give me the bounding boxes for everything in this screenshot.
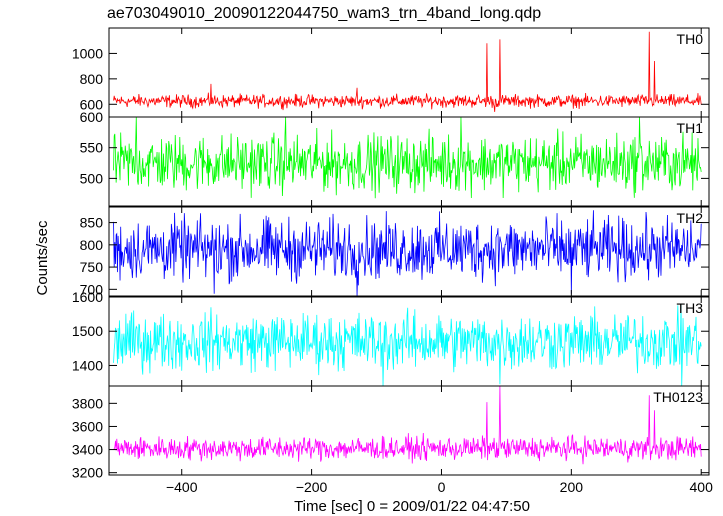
panel-frame (108, 385, 710, 476)
series-line-th2 (113, 210, 702, 296)
y-tick-label: 550 (80, 140, 104, 156)
y-tick-label: 1500 (72, 323, 103, 339)
y-tick-label: 500 (80, 170, 104, 186)
panel-label: TH1 (677, 120, 704, 136)
panel-frame (108, 116, 710, 207)
x-tick-label: 400 (690, 479, 714, 495)
y-axis-label: Counts/sec (34, 220, 51, 296)
panel-th0123: 3200 3400 3600 3800 TH0123 −400 −200 0 200 400 (72, 385, 714, 495)
panel-th1: 500 550 600 TH1 (80, 109, 710, 207)
panel-label: TH0123 (653, 389, 703, 405)
y-tick-label: 3200 (72, 465, 103, 481)
y-tick-label: 3400 (72, 442, 103, 458)
x-axis-label: Time [sec] 0 = 2009/01/22 04:47:50 (294, 498, 530, 515)
y-tick-label: 3800 (72, 395, 103, 411)
y-tick-label: 850 (80, 215, 104, 231)
x-tick-label: 0 (438, 479, 446, 495)
y-tick-label: 700 (80, 281, 104, 297)
panel-frame (108, 206, 710, 297)
panel-label: TH2 (677, 210, 704, 226)
panel-th2: 700 750 800 850 TH2 (80, 206, 710, 297)
panel-label: TH3 (677, 300, 704, 316)
y-tick-label: 750 (80, 259, 104, 275)
y-tick-label: 800 (80, 237, 104, 253)
y-tick-label: 3600 (72, 418, 103, 434)
series-line-th0 (113, 31, 702, 112)
y-tick-label: 800 (80, 71, 104, 87)
y-tick-label: 600 (80, 109, 104, 125)
series-line-th3 (113, 304, 702, 386)
panel-label: TH0 (677, 31, 704, 47)
panel-th3: 1400 1500 1600 TH3 (72, 289, 710, 387)
y-tick-label: 1400 (72, 357, 103, 373)
y-tick-label: 1600 (72, 289, 103, 305)
series-line-th0123 (113, 386, 702, 465)
x-tick-label: 200 (560, 479, 584, 495)
y-tick-label: 600 (80, 96, 104, 112)
x-tick-label: −400 (166, 479, 198, 495)
panels: 600 800 1000 TH0 500 550 600 TH1 700 750 800 850 TH2… (72, 27, 714, 495)
chart-title: ae703049010_20090122044750_wam3_trn_4ban… (107, 5, 541, 22)
x-tick-label: −200 (296, 479, 328, 495)
y-tick-label: 1000 (72, 45, 103, 61)
series-line-th1 (113, 117, 702, 199)
panel-th0: 600 800 1000 TH0 (72, 27, 710, 118)
